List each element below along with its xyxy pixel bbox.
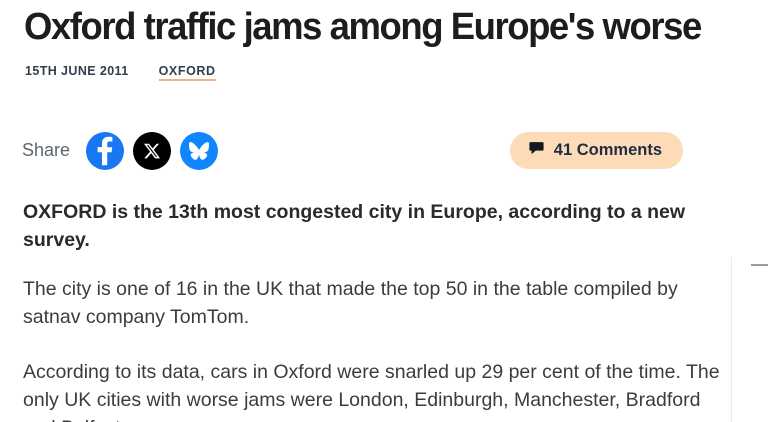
share-bar: Share xyxy=(0,131,768,171)
x-icon xyxy=(143,142,161,160)
speech-bubble-icon xyxy=(528,140,545,160)
column-divider xyxy=(731,257,732,422)
lead-paragraph: OXFORD is the 13th most congested city i… xyxy=(23,200,686,251)
paragraph: According to its data, cars in Oxford we… xyxy=(23,361,720,422)
x-share-button[interactable] xyxy=(133,131,172,170)
share-label: Share xyxy=(22,140,71,161)
paragraph: The city is one of 16 in the UK that mad… xyxy=(23,278,678,329)
publish-date: 15TH JUNE 2011 xyxy=(25,63,129,78)
article-meta: 15TH JUNE 2011 OXFORD xyxy=(25,64,768,81)
bluesky-share-button[interactable] xyxy=(180,131,219,170)
category-link-oxford[interactable]: OXFORD xyxy=(158,64,216,81)
comments-button[interactable]: 41 Comments xyxy=(509,132,683,170)
facebook-icon xyxy=(86,132,124,170)
bluesky-icon xyxy=(189,141,210,161)
comments-count-label: 41 Comments xyxy=(553,140,662,159)
page-title: Oxford traffic jams among Europe's worse xyxy=(24,6,702,48)
article-body: OXFORD is the 13th most congested city i… xyxy=(0,198,768,422)
sidebar-edge-divider xyxy=(751,264,768,266)
facebook-share-button[interactable] xyxy=(86,131,125,170)
article-page: Oxford traffic jams among Europe's worse… xyxy=(0,6,768,422)
